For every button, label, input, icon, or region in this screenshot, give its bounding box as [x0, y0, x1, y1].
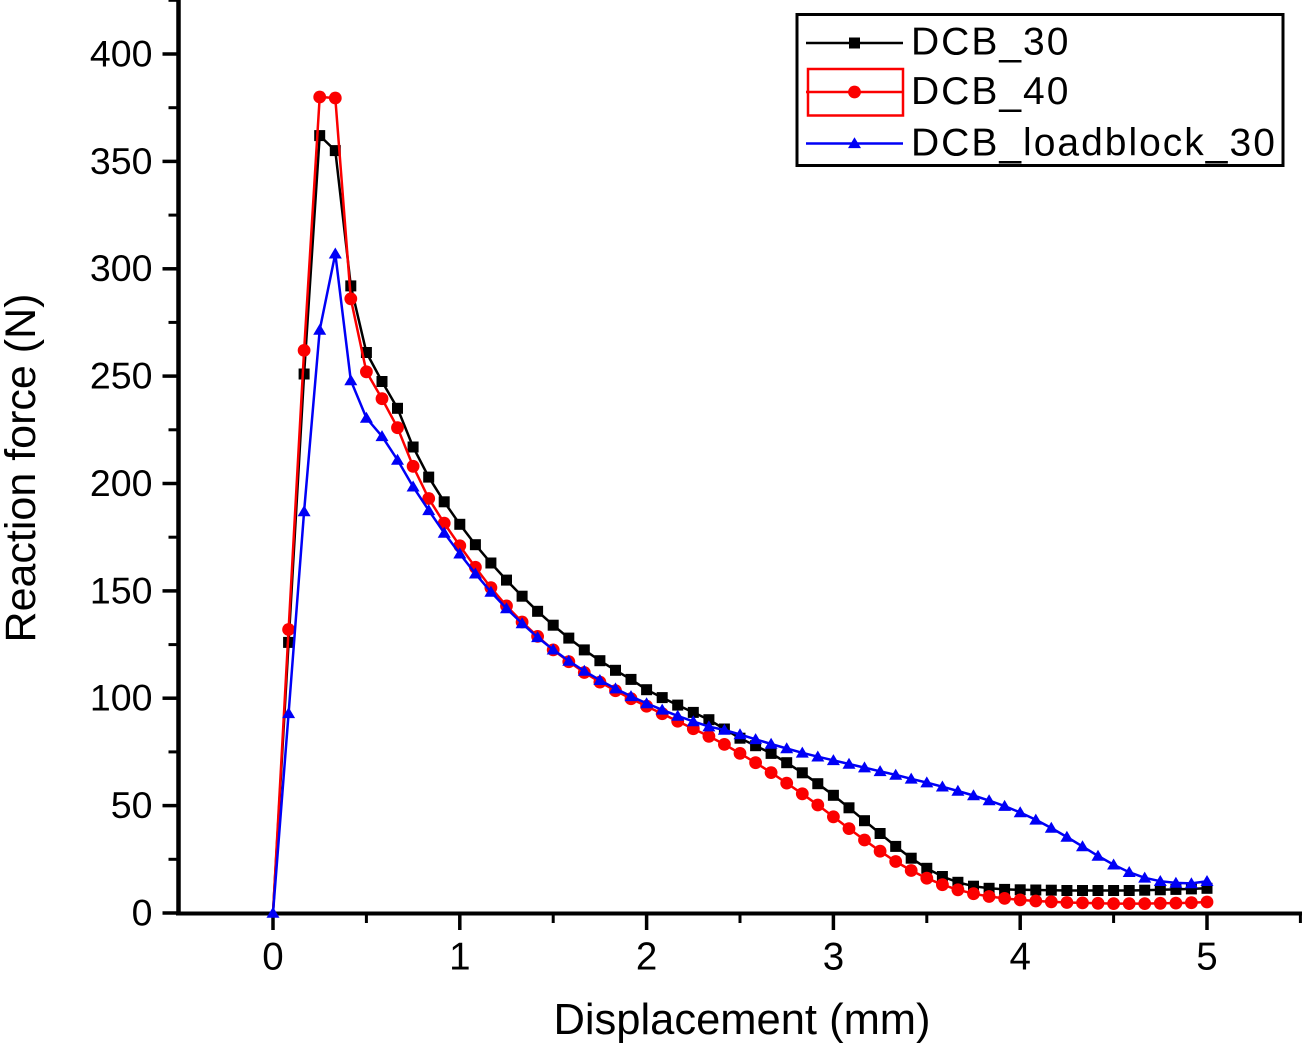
- svg-text:350: 350: [90, 140, 153, 182]
- svg-text:300: 300: [90, 247, 153, 289]
- svg-text:1: 1: [449, 936, 470, 979]
- svg-text:DCB_40: DCB_40: [911, 70, 1070, 113]
- svg-text:4: 4: [1009, 936, 1030, 979]
- svg-text:Displacement (mm): Displacement (mm): [553, 996, 930, 1044]
- svg-text:Reaction force (N): Reaction force (N): [0, 294, 45, 643]
- svg-text:5: 5: [1196, 936, 1217, 979]
- svg-text:50: 50: [111, 784, 153, 826]
- svg-text:250: 250: [90, 355, 153, 397]
- svg-text:3: 3: [823, 936, 844, 979]
- svg-text:200: 200: [90, 462, 153, 504]
- svg-text:2: 2: [636, 936, 657, 979]
- svg-text:DCB_30: DCB_30: [911, 21, 1070, 64]
- svg-text:0: 0: [262, 936, 283, 979]
- svg-text:150: 150: [90, 569, 153, 611]
- svg-text:DCB_loadblock_30: DCB_loadblock_30: [911, 122, 1277, 165]
- svg-text:0: 0: [132, 891, 153, 933]
- svg-text:100: 100: [90, 677, 153, 719]
- svg-text:400: 400: [90, 32, 153, 74]
